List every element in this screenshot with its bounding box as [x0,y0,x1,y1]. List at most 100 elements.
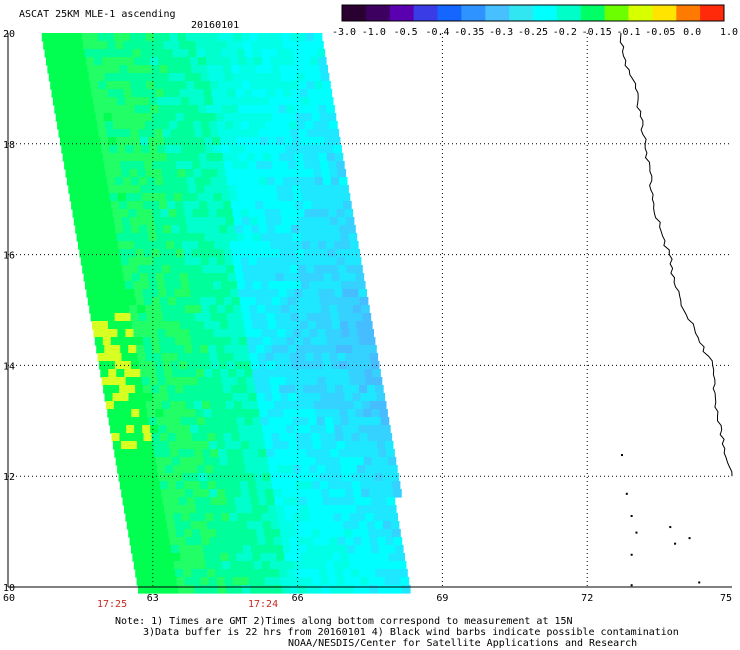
swath-cell [253,193,263,202]
swath-cell [357,561,367,570]
swath-cell [295,65,304,74]
swath-cell [113,217,123,226]
swath-cell [141,513,150,522]
swath-cell [158,105,167,114]
swath-cell [113,353,123,362]
swath-cell [73,217,83,226]
swath-cell [297,401,307,410]
swath-cell [141,561,151,570]
swath-cell [304,161,313,170]
swath-cell [108,417,118,426]
swath-cell [81,33,91,42]
swath-cell [234,177,244,186]
swath-cell [225,217,235,226]
swath-cell [260,97,270,106]
swath-cell [179,225,188,234]
swath-cell [235,545,244,554]
swath-cell [337,169,347,178]
swath-cell [154,361,164,370]
swath-cell [100,185,109,194]
swath-cell [231,433,241,442]
swath-cell [111,385,120,394]
swath-cell [138,449,147,458]
swath-cell [380,553,389,562]
swath-cell [230,153,240,162]
swath-cell [119,481,129,490]
swath-cell [90,177,100,186]
swath-cell [339,457,349,466]
swath-cell [361,353,371,362]
swath-cell [211,89,221,98]
swath-cell [314,313,324,322]
swath-cell [291,89,301,98]
swath-cell [215,65,224,74]
swath-cell [349,513,358,522]
swath-cell [253,145,262,154]
swath-cell [154,81,163,90]
swath-cell [86,241,95,250]
swath-cell [281,217,291,226]
swath-cell [342,289,351,298]
swath-cell [264,529,273,538]
swath-cell [229,193,239,202]
swath-cell [130,265,139,274]
swath-cell [138,129,148,138]
swath-cell [116,417,126,426]
swath-cell [118,241,127,250]
swath-cell [119,201,128,210]
swath-cell [295,113,305,122]
swath-cell [299,225,308,234]
swath-cell [154,129,164,138]
swath-cell [318,521,328,530]
swath-cell [344,529,353,538]
swath-cell [240,345,249,354]
swath-cell [292,49,302,58]
swath-cell [291,545,300,554]
swath-cell [169,401,179,410]
swath-cell [74,81,83,90]
swath-cell [234,129,244,138]
swath-cell [270,337,280,346]
swath-cell [200,345,209,354]
swath-cell [336,209,346,218]
swath-cell [84,185,93,194]
swath-cell [110,105,119,114]
swath-cell [151,569,160,578]
swath-cell [303,65,312,74]
swath-cell [257,401,267,410]
colorbar-tick-label: -0.1 [616,27,640,38]
swath-cell [188,505,197,514]
swath-cell [282,313,292,322]
swath-cell [102,241,111,250]
swath-cell [142,473,152,482]
swath-cell [136,529,145,538]
swath-cell [254,289,263,298]
swath-cell [275,89,285,98]
swath-cell [130,497,140,506]
swath-cell [167,385,176,394]
swath-cell [220,49,230,58]
swath-cell [123,137,133,146]
swath-cell [348,321,357,330]
swath-cell [215,569,224,578]
swath-cell [145,121,154,130]
swath-cell [90,313,100,322]
swath-cell [317,377,327,386]
swath-cell [170,265,179,274]
swath-cell [67,89,77,98]
swath-cell [131,89,141,98]
swath-cell [214,153,224,162]
swath-cell [177,401,187,410]
swath-cell [280,73,290,82]
swath-cell [240,529,249,538]
swath-cell [208,529,217,538]
swath-cell [218,497,228,506]
swath-cell [286,521,296,530]
swath-cell [159,113,169,122]
swath-cell [284,553,293,562]
swath-cell [162,585,171,594]
swath-cell [234,313,244,322]
swath-cell [218,449,227,458]
swath-cell [245,377,255,386]
swath-cell [327,113,337,122]
